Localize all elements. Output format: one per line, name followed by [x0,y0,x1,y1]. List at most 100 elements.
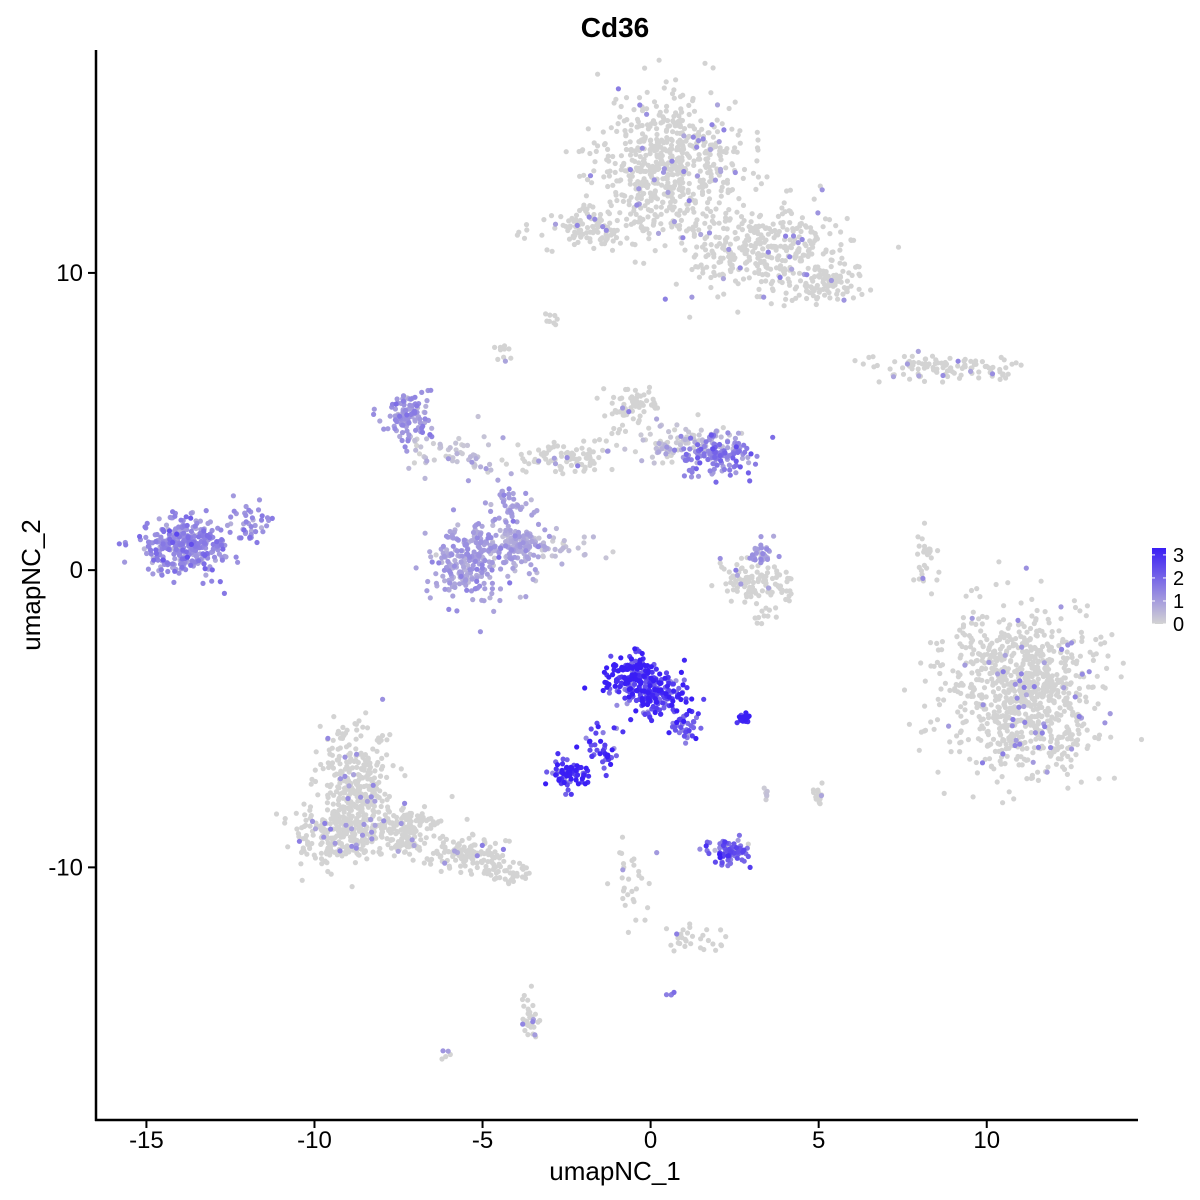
cell-point [597,211,604,218]
cell-point [1003,746,1009,752]
cell-point [1008,659,1014,665]
cell-point [916,543,922,549]
cell-point [916,373,922,379]
cell-point [599,235,606,241]
cell-point [1009,653,1015,659]
cell-point [815,210,821,216]
cell-point [689,266,695,273]
cell-point [978,737,984,743]
cell-point [732,229,738,236]
cell-point [307,845,313,852]
cell-point [1024,679,1030,685]
cell-point [728,598,734,604]
cell-point [479,859,485,866]
cell-point [592,438,598,444]
cell-point [805,265,811,271]
cell-point [344,759,350,765]
cell-point [676,113,682,119]
cell-point [423,818,430,824]
cell-point [602,141,608,147]
cell-point [681,473,688,479]
cell-point [413,447,419,453]
cell-point [447,568,453,575]
cell-point [1038,578,1044,584]
cell-point [755,255,761,261]
cell-point [568,462,575,468]
cell-point [773,574,780,581]
cell-point [337,776,344,782]
cell-point [201,540,208,546]
cell-point [1093,636,1099,643]
cell-point [619,875,625,881]
cell-point [1062,675,1068,681]
cell-point [171,579,177,586]
cell-point [632,158,638,164]
cell-point [347,766,353,772]
cell-point [491,876,498,882]
cell-point [474,535,480,541]
cell-point [609,247,616,253]
cell-point [259,513,265,519]
cell-point [269,515,275,522]
cell-point [922,678,928,684]
cell-point [543,456,549,462]
cell-point [253,529,259,535]
cell-point [454,608,460,614]
cell-point [686,102,692,108]
cell-point [1036,702,1042,708]
cell-point [517,594,523,600]
cell-point [756,286,762,292]
cell-point [625,892,631,898]
cell-point [1096,732,1103,738]
cell-point [328,816,334,822]
cell-point [693,466,699,472]
cell-point [1084,727,1090,733]
cell-point [345,795,351,802]
cell-point [392,426,398,432]
cell-point [1048,745,1054,751]
cell-point [840,291,846,297]
cell-point [351,831,357,837]
cell-point [150,571,156,577]
cell-point [625,386,631,392]
cell-point [734,235,741,241]
cell-point [604,448,611,454]
cell-point [840,268,846,274]
cell-point [758,556,764,563]
cell-point [170,509,176,515]
cell-point [521,992,527,999]
cell-point [485,535,491,541]
cell-point [308,812,314,819]
cell-point [532,567,538,573]
cell-point [700,211,706,217]
cell-point [754,453,760,459]
cell-point [442,586,448,592]
cell-point [995,671,1001,677]
cell-point [622,128,628,134]
cell-point [762,577,769,584]
cell-point [689,294,695,300]
cell-point [710,941,716,947]
cell-point [970,693,976,699]
cell-point [296,838,302,844]
cell-point [546,318,553,324]
cell-point [724,146,730,152]
cell-point [924,364,930,370]
cell-point [1083,694,1089,700]
cell-point [1054,672,1060,678]
cell-point [386,809,392,815]
cell-point [614,702,620,708]
cell-point [645,162,651,168]
cell-point [601,386,607,392]
cell-point [1033,632,1039,638]
cell-point [440,1048,446,1054]
cell-point [399,437,405,444]
cell-point [593,148,599,154]
cell-point [392,417,398,423]
cell-point [965,737,972,743]
cell-point [607,220,613,226]
cell-point [1018,671,1024,677]
cell-point [200,580,206,587]
cell-point [997,646,1004,652]
cell-point [326,764,332,771]
